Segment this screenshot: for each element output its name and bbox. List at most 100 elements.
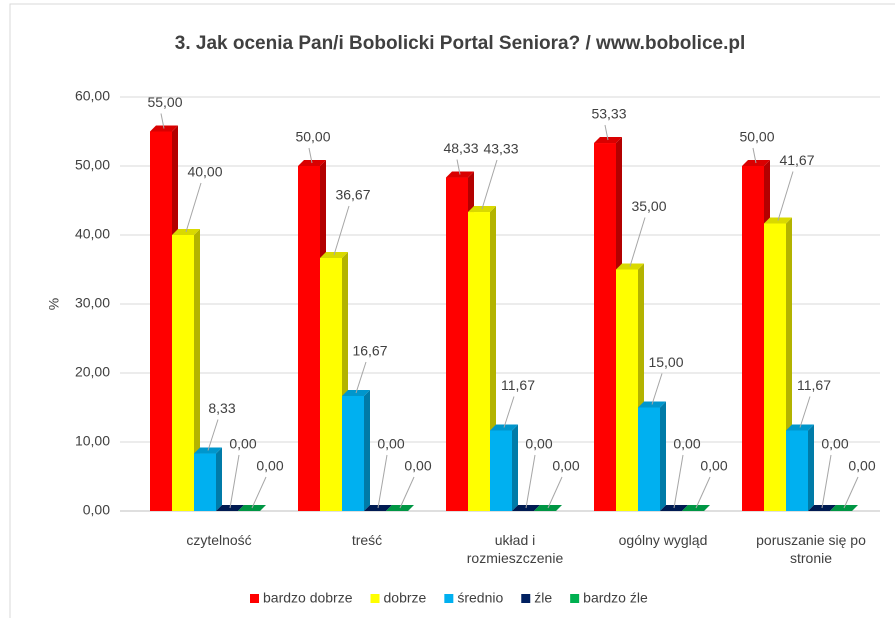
bar-front [742, 166, 764, 511]
bar-front [490, 430, 512, 511]
bar [194, 447, 222, 511]
data-label: 55,00 [147, 94, 182, 110]
data-label: 11,67 [501, 377, 535, 393]
bar [786, 424, 814, 511]
leader-line [308, 147, 313, 164]
x-tick-label: treść [351, 532, 383, 548]
leader-line [399, 476, 415, 509]
bar [342, 389, 370, 511]
bar-front [150, 131, 172, 511]
data-label: 35,00 [631, 198, 666, 214]
leader-line [799, 396, 811, 428]
leader-line [481, 159, 498, 210]
data-label: 0,00 [404, 458, 431, 474]
leader-line [821, 454, 832, 509]
bar-front [320, 257, 342, 511]
data-label: 0,00 [377, 436, 404, 452]
bar-front [764, 223, 786, 512]
leader-line [333, 205, 350, 256]
legend-swatch [370, 594, 380, 603]
legend-label: bardzo dobrze [263, 590, 353, 606]
y-tick-label: 20,00 [75, 364, 110, 380]
bar-side [194, 229, 200, 511]
x-tick-label: ogólny wygląd [618, 532, 708, 548]
data-label: 43,33 [483, 141, 518, 157]
bar [638, 401, 666, 511]
bar-front [342, 395, 364, 511]
bar [490, 424, 518, 511]
data-label: 0,00 [229, 436, 256, 452]
bar-side [364, 389, 370, 511]
data-label: 50,00 [739, 129, 774, 145]
x-tick-label: układ i rozmieszczenie [466, 532, 564, 566]
legend-label: źle [534, 590, 552, 606]
legend-label: średnio [457, 590, 503, 606]
data-label: 0,00 [848, 458, 875, 474]
bar-side [216, 447, 222, 511]
leader-line [377, 454, 388, 509]
bar-front [594, 143, 616, 511]
data-label: 0,00 [256, 458, 283, 474]
leader-line [185, 182, 202, 233]
bar-front [194, 453, 216, 511]
y-tick-label: 30,00 [75, 295, 110, 311]
leader-line [456, 159, 461, 175]
leader-line [843, 476, 859, 509]
data-label: 0,00 [700, 458, 727, 474]
leader-line [695, 476, 711, 509]
leader-line [525, 454, 536, 509]
bar-front [786, 430, 808, 511]
data-label: 36,67 [335, 187, 370, 203]
leader-line [777, 171, 794, 221]
x-tick-label: poruszanie się po stronie [756, 532, 866, 566]
y-tick-label: 10,00 [75, 433, 110, 449]
bar-front [638, 407, 660, 511]
data-label: 40,00 [187, 164, 222, 180]
bar-side [660, 401, 666, 511]
y-tick-label: 0,00 [83, 502, 110, 518]
bar-front [446, 177, 468, 511]
chart-title: 3. Jak ocenia Pan/i Bobolicki Portal Sen… [175, 33, 746, 54]
legend-label: bardzo źle [583, 590, 648, 606]
data-label: 53,33 [591, 106, 626, 122]
bar-front [172, 235, 194, 511]
leader-line [629, 217, 646, 267]
bar-front [616, 269, 638, 511]
legend-swatch [250, 594, 259, 603]
leader-line [604, 124, 609, 141]
x-tick-label: czytelność [186, 532, 252, 548]
data-label: 16,67 [352, 343, 387, 359]
data-label: 41,67 [779, 152, 814, 168]
data-label: 15,00 [648, 354, 683, 370]
legend-swatch [444, 594, 454, 603]
leader-line [503, 396, 515, 428]
bar-front [468, 212, 490, 511]
leader-line [651, 373, 663, 405]
data-label: 0,00 [673, 436, 700, 452]
leader-line [547, 476, 563, 509]
bar-front [298, 166, 320, 511]
bar-side [512, 424, 518, 511]
y-tick-label: 60,00 [75, 88, 110, 104]
legend-label: dobrze [384, 590, 427, 606]
bar-side [808, 424, 814, 511]
y-tick-label: 50,00 [75, 157, 110, 173]
data-label: 8,33 [208, 400, 235, 416]
legend-swatch [570, 594, 580, 603]
data-label: 0,00 [525, 436, 552, 452]
leader-line [673, 454, 684, 509]
leader-line [229, 454, 240, 509]
data-label: 0,00 [552, 458, 579, 474]
data-label: 0,00 [821, 436, 848, 452]
legend-swatch [521, 594, 531, 603]
leader-line [160, 113, 165, 129]
leader-line [251, 476, 267, 509]
y-axis-label: % [46, 298, 62, 310]
leader-line [355, 361, 367, 394]
data-label: 11,67 [797, 377, 831, 393]
y-tick-label: 40,00 [75, 226, 110, 242]
data-label: 50,00 [295, 129, 330, 145]
leader-line [752, 147, 757, 164]
